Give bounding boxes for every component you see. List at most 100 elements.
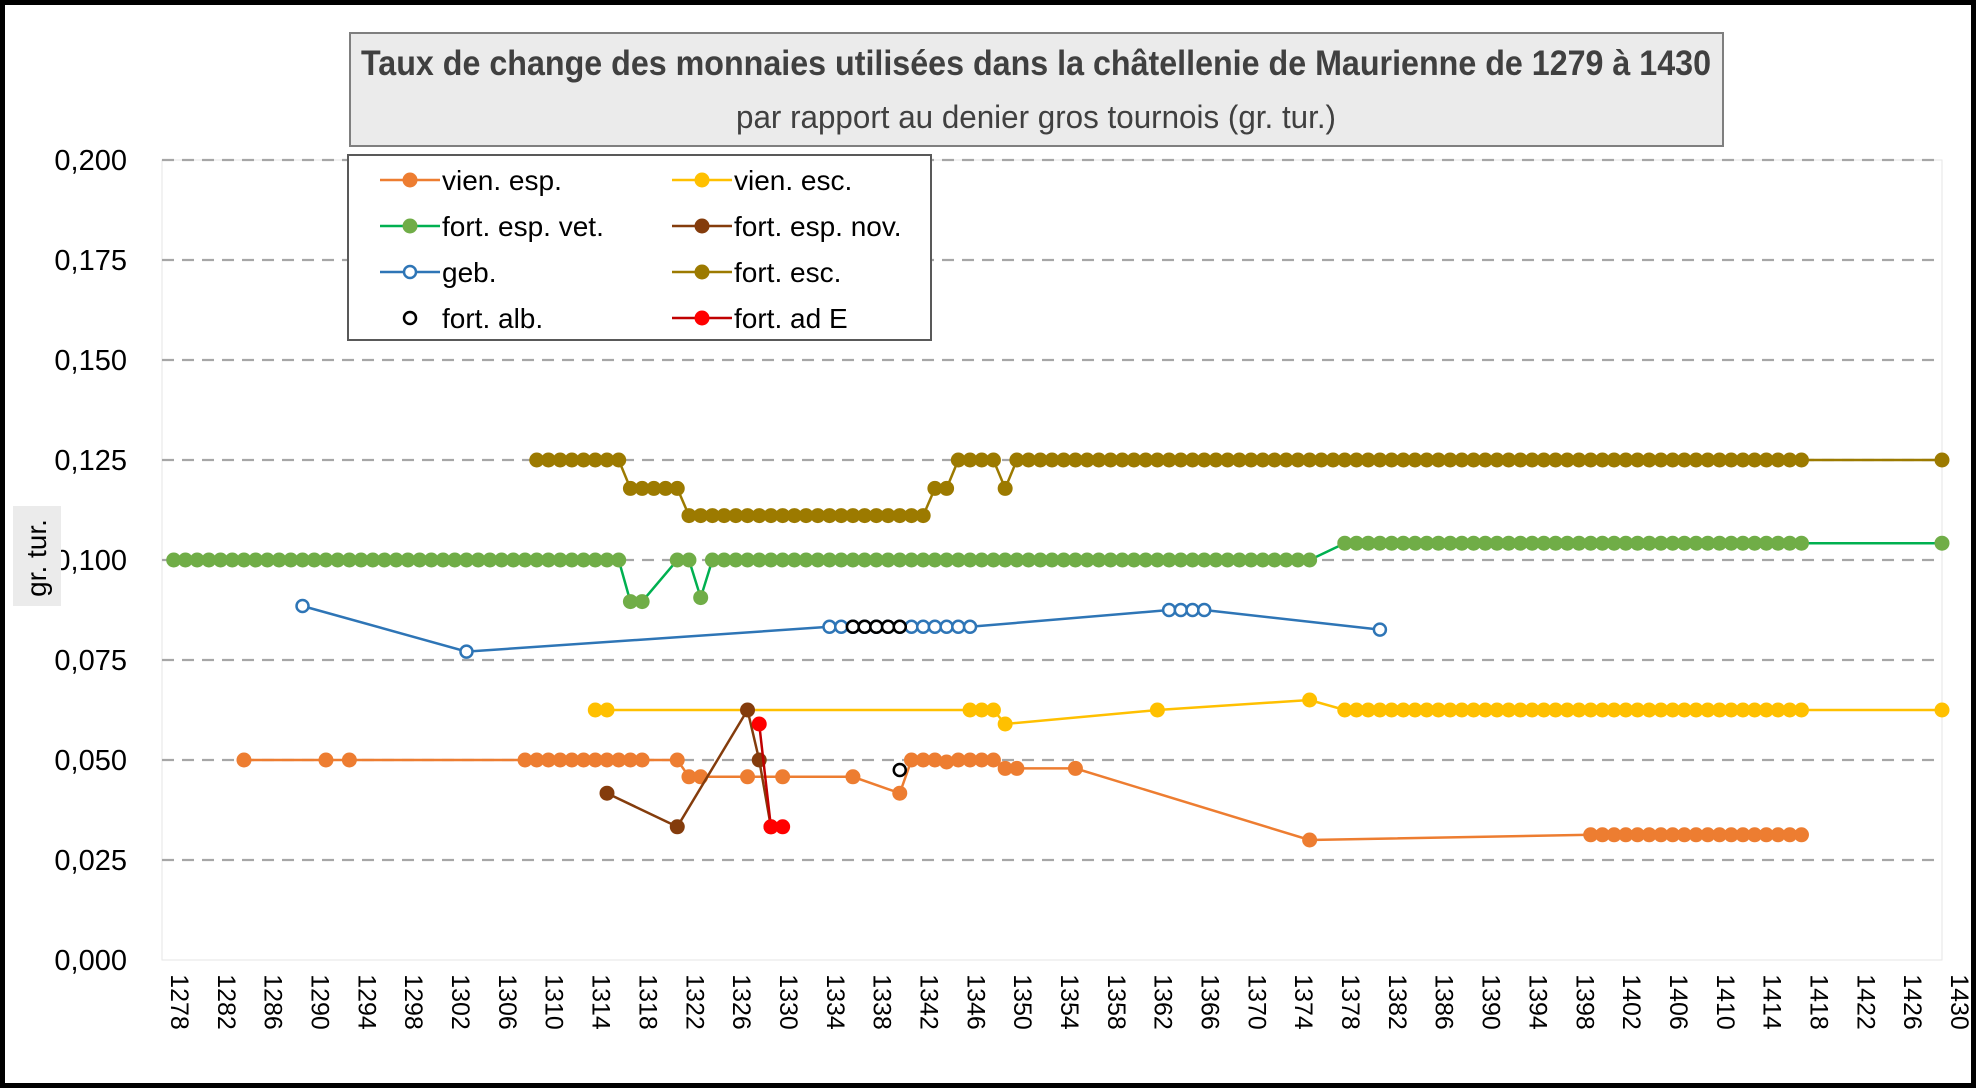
legend-label: fort. esp. nov. — [734, 211, 902, 242]
data-point — [1032, 552, 1048, 568]
y-axis-ticks: 0,000 0,025 0,050 0,075 0,100 0,125 0,150 0,175… — [54, 145, 127, 977]
data-point — [1243, 452, 1259, 468]
data-point — [763, 508, 779, 524]
data-point — [611, 552, 627, 568]
data-point — [1712, 827, 1727, 843]
data-point — [1430, 452, 1446, 468]
legend-item: fort. alb. — [402, 303, 543, 334]
data-point — [458, 552, 474, 568]
data-point — [892, 785, 908, 801]
data-point — [529, 452, 545, 468]
data-point — [740, 508, 756, 524]
data-point — [985, 752, 1001, 768]
data-point — [1653, 452, 1669, 468]
x-tick-label: 1362 — [1149, 974, 1177, 1030]
data-point — [1489, 535, 1505, 551]
data-point — [822, 619, 837, 635]
x-tick-label: 1422 — [1851, 974, 1879, 1030]
data-point — [1770, 452, 1786, 468]
data-point — [1782, 702, 1798, 718]
x-tick-label: 1346 — [961, 974, 989, 1030]
data-point — [974, 752, 990, 768]
data-point — [775, 819, 791, 835]
data-point — [1782, 452, 1798, 468]
x-tick-label: 1430 — [1945, 974, 1973, 1030]
data-point — [1665, 452, 1681, 468]
data-point — [1583, 535, 1599, 551]
data-point — [1337, 535, 1353, 551]
data-point — [915, 508, 931, 524]
data-point — [1419, 452, 1435, 468]
data-point — [1348, 535, 1364, 551]
x-tick-label: 1358 — [1102, 974, 1130, 1030]
data-point — [1395, 702, 1411, 718]
legend-item: fort. ad E — [672, 303, 848, 334]
data-point — [1302, 832, 1318, 848]
data-point — [1559, 535, 1575, 551]
data-point — [1512, 535, 1528, 551]
data-point — [1594, 702, 1610, 718]
data-point — [704, 508, 720, 524]
data-point — [435, 552, 451, 568]
data-point — [201, 552, 217, 568]
data-point — [1559, 452, 1575, 468]
data-point — [1641, 452, 1657, 468]
x-tick-label: 1278 — [165, 974, 193, 1030]
data-point — [950, 752, 966, 768]
data-point — [1700, 827, 1716, 843]
data-point — [1067, 552, 1083, 568]
data-point — [1220, 452, 1236, 468]
y-tick-label: 0,150 — [54, 345, 127, 377]
legend-item: fort. esc. — [672, 257, 841, 288]
legend-label: geb. — [442, 257, 497, 288]
data-point — [716, 508, 732, 524]
data-point — [1618, 827, 1634, 843]
x-tick-label: 1378 — [1336, 974, 1364, 1030]
x-tick-label: 1322 — [680, 974, 708, 1030]
data-point — [1501, 702, 1517, 718]
data-point — [1067, 760, 1083, 776]
data-point — [939, 619, 954, 635]
title-box — [349, 32, 1724, 147]
data-point — [388, 552, 404, 568]
legend: vien. esp. vien. esc. fort. esp. vet. fort.… — [380, 165, 902, 334]
x-tick-label: 1354 — [1055, 974, 1083, 1030]
data-point — [1161, 452, 1177, 468]
data-point — [915, 619, 931, 635]
data-point — [1079, 552, 1095, 568]
data-point — [1735, 452, 1751, 468]
data-point — [669, 819, 685, 835]
data-point — [1934, 702, 1950, 718]
data-point — [1149, 552, 1165, 568]
data-point — [377, 552, 392, 568]
legend-item: vien. esc. — [672, 165, 852, 196]
data-point — [1559, 702, 1575, 718]
data-point — [939, 552, 955, 568]
data-point — [669, 752, 685, 768]
data-point — [1630, 452, 1646, 468]
data-point — [903, 752, 919, 768]
data-point — [833, 552, 849, 568]
data-point — [283, 552, 299, 568]
data-point — [997, 716, 1013, 732]
data-point — [564, 552, 580, 568]
data-point — [798, 552, 814, 568]
data-point — [1665, 702, 1681, 718]
data-point — [1758, 535, 1774, 551]
data-point — [1641, 827, 1657, 843]
y-tick-label: 0,075 — [54, 645, 127, 677]
data-point — [1512, 702, 1528, 718]
data-point — [833, 619, 849, 635]
data-point — [1372, 702, 1388, 718]
data-point — [915, 752, 931, 768]
data-point — [1384, 535, 1400, 551]
data-point — [1770, 827, 1786, 843]
data-point — [236, 552, 252, 568]
x-tick-label: 1370 — [1242, 974, 1270, 1030]
data-point — [1477, 702, 1493, 718]
data-point — [1138, 452, 1154, 468]
data-point — [1735, 827, 1751, 843]
data-point — [1302, 552, 1318, 568]
data-point — [1583, 827, 1599, 843]
data-point — [1138, 552, 1154, 568]
